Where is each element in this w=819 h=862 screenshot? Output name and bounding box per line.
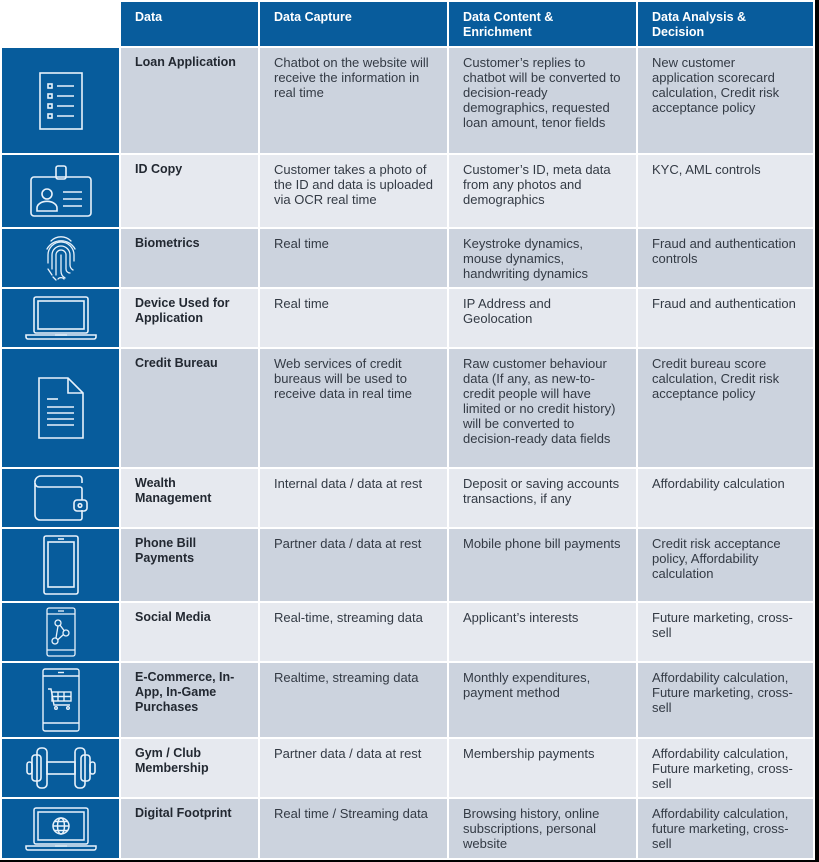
checklist-icon xyxy=(38,71,83,130)
fingerprint-icon xyxy=(45,236,76,281)
data-content-cell: Customer’s replies to chatbot will be co… xyxy=(449,48,636,153)
table-row: Phone Bill Payments Partner data / data … xyxy=(2,529,813,601)
table-row: Gym / Club Membership Partner data / dat… xyxy=(2,739,813,797)
data-source-name: Phone Bill Payments xyxy=(121,529,258,601)
row-icon-cell xyxy=(2,663,119,737)
document-icon xyxy=(37,377,84,439)
data-capture-cell: Realtime, streaming data xyxy=(260,663,447,737)
data-source-name: Credit Bureau xyxy=(121,349,258,467)
data-capture-cell: Internal data / data at rest xyxy=(260,469,447,527)
row-icon-cell xyxy=(2,349,119,467)
data-content-cell: Browsing history, online subscriptions, … xyxy=(449,799,636,858)
column-header-data-content: Data Content & Enrichment xyxy=(449,2,636,46)
column-header-data: Data xyxy=(121,2,258,46)
data-capture-cell: Real time xyxy=(260,229,447,287)
row-icon-cell xyxy=(2,48,119,153)
data-content-cell: Keystroke dynamics, mouse dynamics, hand… xyxy=(449,229,636,287)
data-source-name: Device Used for Application xyxy=(121,289,258,347)
row-icon-cell xyxy=(2,155,119,227)
social-network-phone-icon xyxy=(45,607,76,657)
data-capture-cell: Real time / Streaming data xyxy=(260,799,447,858)
data-source-name: Loan Application xyxy=(121,48,258,153)
data-source-name: Wealth Management xyxy=(121,469,258,527)
id-card-icon xyxy=(29,165,92,217)
data-analysis-cell: Affordability calculation, Future market… xyxy=(638,663,813,737)
data-capture-cell: Chatbot on the website will receive the … xyxy=(260,48,447,153)
row-icon-cell xyxy=(2,603,119,661)
data-content-cell: Mobile phone bill payments xyxy=(449,529,636,601)
data-content-cell: Membership payments xyxy=(449,739,636,797)
table-row: Loan Application Chatbot on the website … xyxy=(2,48,813,153)
table-header-row: Data Data Capture Data Content & Enrichm… xyxy=(2,2,813,46)
wallet-icon xyxy=(33,475,88,521)
data-source-name: Gym / Club Membership xyxy=(121,739,258,797)
data-capture-cell: Real-time, streaming data xyxy=(260,603,447,661)
globe-laptop-icon xyxy=(24,806,97,851)
data-analysis-cell: KYC, AML controls xyxy=(638,155,813,227)
data-capture-cell: Partner data / data at rest xyxy=(260,529,447,601)
row-icon-cell xyxy=(2,289,119,347)
data-content-cell: Raw customer behaviour data (If any, as … xyxy=(449,349,636,467)
table-row: Social Media Real-time, streaming data A… xyxy=(2,603,813,661)
shopping-cart-phone-icon xyxy=(41,668,80,732)
table-row: Device Used for Application Real time IP… xyxy=(2,289,813,347)
data-capture-cell: Web services of credit bureaus will be u… xyxy=(260,349,447,467)
table-row: E-Commerce, In-App, In-Game Purchases Re… xyxy=(2,663,813,737)
data-source-name: Social Media xyxy=(121,603,258,661)
data-content-cell: Applicant’s interests xyxy=(449,603,636,661)
laptop-icon xyxy=(24,296,97,340)
data-analysis-cell: Credit bureau score calculation, Credit … xyxy=(638,349,813,467)
table-row: Biometrics Real time Keystroke dynamics,… xyxy=(2,229,813,287)
row-icon-cell xyxy=(2,229,119,287)
data-source-name: Biometrics xyxy=(121,229,258,287)
data-analysis-cell: Affordability calculation, future market… xyxy=(638,799,813,858)
data-analysis-cell: New customer application scorecard calcu… xyxy=(638,48,813,153)
dumbbell-icon xyxy=(25,747,96,789)
data-content-cell: Customer’s ID, meta data from any photos… xyxy=(449,155,636,227)
data-analysis-cell: Fraud and authentication controls xyxy=(638,229,813,287)
table-row: Digital Footprint Real time / Streaming … xyxy=(2,799,813,858)
data-content-cell: IP Address and Geolocation xyxy=(449,289,636,347)
data-source-name: E-Commerce, In-App, In-Game Purchases xyxy=(121,663,258,737)
data-analysis-cell: Future marketing, cross-sell xyxy=(638,603,813,661)
row-icon-cell xyxy=(2,799,119,858)
table-row: ID Copy Customer takes a photo of the ID… xyxy=(2,155,813,227)
row-icon-cell xyxy=(2,529,119,601)
header-corner xyxy=(2,2,119,46)
data-analysis-cell: Fraud and authentication xyxy=(638,289,813,347)
data-capture-cell: Real time xyxy=(260,289,447,347)
data-analysis-cell: Affordability calculation xyxy=(638,469,813,527)
data-analysis-cell: Credit risk acceptance policy, Affordabi… xyxy=(638,529,813,601)
column-header-data-capture: Data Capture xyxy=(260,2,447,46)
data-capture-cell: Partner data / data at rest xyxy=(260,739,447,797)
data-analysis-cell: Affordability calculation, Future market… xyxy=(638,739,813,797)
row-icon-cell xyxy=(2,739,119,797)
table-row: Credit Bureau Web services of credit bur… xyxy=(2,349,813,467)
data-capture-cell: Customer takes a photo of the ID and dat… xyxy=(260,155,447,227)
data-source-name: Digital Footprint xyxy=(121,799,258,858)
data-content-cell: Deposit or saving accounts transactions,… xyxy=(449,469,636,527)
mobile-phone-icon xyxy=(42,535,79,595)
data-source-name: ID Copy xyxy=(121,155,258,227)
row-icon-cell xyxy=(2,469,119,527)
column-header-data-analysis: Data Analysis & Decision xyxy=(638,2,813,46)
data-content-cell: Monthly expenditures, payment method xyxy=(449,663,636,737)
table-row: Wealth Management Internal data / data a… xyxy=(2,469,813,527)
